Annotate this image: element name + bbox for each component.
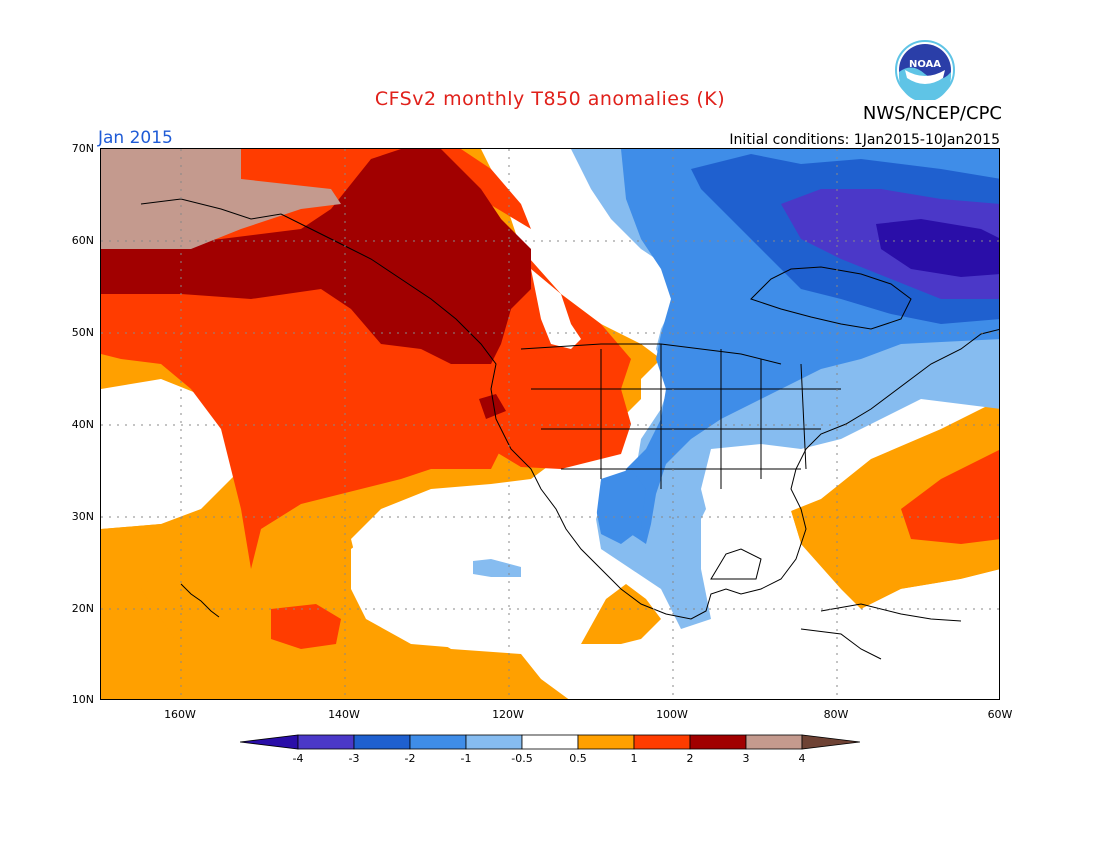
colorbar-swatch: [745, 734, 803, 750]
lat-label-20n: 20N: [71, 602, 94, 615]
colorbar-swatch: [353, 734, 411, 750]
colorbar-swatch: [409, 734, 467, 750]
colorbar-tick-label: 4: [798, 752, 806, 765]
anomaly-region-red-west-us: [481, 344, 631, 469]
lon-label-120w: 120W: [492, 708, 524, 721]
agency-label: NWS/NCEP/CPC: [862, 103, 1002, 124]
colorbar-swatch: [521, 734, 579, 750]
lon-label-140w: 140W: [328, 708, 360, 721]
colorbar-tick-label: 0.5: [569, 752, 587, 765]
colorbar-tick-label: -3: [348, 752, 360, 765]
anomaly-region-neutral-pacific-west: [101, 379, 246, 529]
colorbar-swatch: [297, 734, 355, 750]
colorbar-tick-label: -2: [404, 752, 416, 765]
lon-label-100w: 100W: [656, 708, 688, 721]
anomaly-region-orange-mexico: [581, 584, 661, 644]
colorbar-swatch-min: [240, 734, 299, 750]
colorbar-tick-label: -4: [292, 752, 304, 765]
lon-label-60w: 60W: [987, 708, 1013, 721]
anomaly-region-darkred-alaska: [101, 149, 531, 364]
anomaly-region-blue-texas: [596, 469, 646, 544]
colorbar-tick-label: 3: [742, 752, 750, 765]
anomaly-region-neutral-mexico-gulf: [541, 469, 601, 529]
anomaly-map: [100, 148, 1000, 700]
anomaly-region-red-pacific-small: [271, 604, 341, 649]
anomaly-region-orange-atlantic: [791, 400, 999, 609]
anomaly-region-red-atlantic: [901, 450, 999, 544]
anomaly-region-neutral-pacific-central: [351, 509, 541, 649]
anomaly-region-lightblue-pacific-small: [473, 559, 521, 577]
colorbar-tick-label: -1: [460, 752, 472, 765]
map-title: CFSv2 monthly T850 anomalies (K): [374, 88, 726, 110]
lon-label-80w: 80W: [823, 708, 849, 721]
noaa-logo-text: NOAA: [909, 59, 941, 70]
lat-label-40n: 40N: [71, 418, 94, 431]
lat-label-60n: 60N: [71, 234, 94, 247]
colorbar-swatch: [633, 734, 691, 750]
lon-label-160w: 160W: [164, 708, 196, 721]
month-label: Jan 2015: [98, 128, 173, 148]
colorbar: [240, 734, 860, 750]
graticule: [101, 149, 999, 699]
colorbar-swatch-max: [801, 734, 860, 750]
colorbar-tick-label: -0.5: [511, 752, 533, 765]
lat-label-70n: 70N: [71, 142, 94, 155]
colorbar-swatch: [577, 734, 635, 750]
anomaly-region-neutral-caribbean: [574, 569, 999, 699]
anomaly-region-neutral-westcoast-strip: [531, 269, 581, 349]
anomaly-region-darkred-westcoast: [479, 394, 506, 419]
anomaly-region-tan-siberia: [101, 149, 341, 249]
coastline-outlines: [140, 198, 999, 660]
colorbar-swatch: [465, 734, 523, 750]
anomaly-map-canvas: [101, 149, 999, 699]
lat-label-50n: 50N: [71, 326, 94, 339]
colorbar-swatch: [689, 734, 747, 750]
anomaly-region-darkpurple-hudson: [876, 219, 999, 277]
lat-label-10n: 10N: [71, 693, 94, 706]
lat-label-30n: 30N: [71, 510, 94, 523]
noaa-logo: NOAA: [895, 40, 955, 100]
initial-conditions-label: Initial conditions: 1Jan2015-10Jan2015: [729, 132, 1000, 148]
anomaly-region-neutral-pacific-south: [101, 524, 201, 699]
colorbar-tick-label: 2: [686, 752, 694, 765]
colorbar-tick-label: 1: [630, 752, 638, 765]
